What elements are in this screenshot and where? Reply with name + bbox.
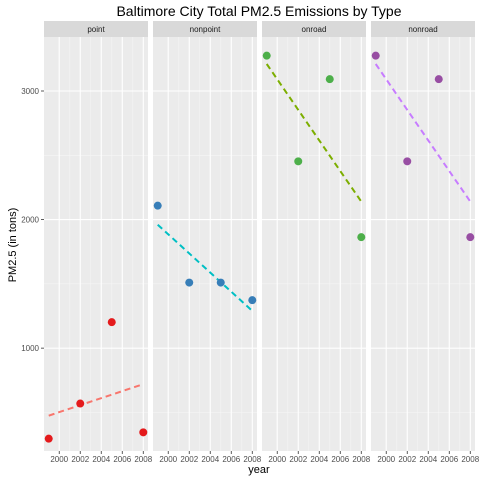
x-tick-label: 2000: [268, 455, 286, 464]
data-point-nonroad: [434, 75, 443, 84]
strip-nonpoint: [153, 21, 257, 37]
data-point-point: [139, 428, 148, 437]
x-tick-label: 2002: [180, 455, 198, 464]
panel-background: [44, 37, 148, 451]
data-point-nonpoint: [216, 278, 225, 287]
x-tick-label: 2000: [159, 455, 177, 464]
data-point-onroad: [262, 51, 271, 60]
strip-onroad: [262, 21, 366, 37]
y-axis-title: PM2.5 (in tons): [7, 208, 19, 283]
strip-label-onroad: onroad: [302, 25, 327, 34]
strip-nonroad: [371, 21, 475, 37]
data-point-nonroad: [403, 157, 412, 166]
panel-background: [262, 37, 366, 451]
x-tick-label: 2006: [222, 455, 240, 464]
x-tick-label: 2000: [377, 455, 395, 464]
x-tick-label: 2002: [289, 455, 307, 464]
y-tick-label: 3000: [21, 87, 39, 96]
trend-line-onroad: [265, 63, 363, 203]
strip-label-nonroad: nonroad: [408, 25, 437, 34]
trend-line-nonpoint: [157, 223, 253, 312]
strip-label-nonpoint: nonpoint: [190, 25, 221, 34]
x-tick-label: 2008: [352, 455, 370, 464]
trend-line-nonroad: [374, 63, 472, 203]
chart-title: Baltimore City Total PM2.5 Emissions by …: [116, 3, 401, 19]
trend-line-point: [48, 383, 144, 417]
x-tick-label: 2004: [201, 455, 219, 464]
panel-point: point 2000 2002 2004 2006 2008: [44, 21, 153, 464]
data-point-nonpoint: [248, 296, 257, 305]
data-point-onroad: [357, 233, 366, 242]
strip-point: [44, 21, 148, 37]
data-point-point: [107, 318, 116, 327]
x-tick-label: 2002: [398, 455, 416, 464]
y-tick-label: 1000: [21, 344, 39, 353]
x-tick-label: 2008: [461, 455, 479, 464]
data-point-nonroad: [371, 51, 380, 60]
panel-nonroad: nonroad 2000 2002 2004 2006 2008: [371, 21, 480, 464]
panel-background: [371, 37, 475, 451]
x-tick-label: 2006: [113, 455, 131, 464]
x-tick-label: 2006: [440, 455, 458, 464]
data-point-point: [44, 434, 53, 443]
data-point-onroad: [325, 75, 334, 84]
panel-onroad: onroad 2000 2002 2004 2006 2008: [262, 21, 371, 464]
strip-label-point: point: [87, 25, 105, 34]
data-point-onroad: [294, 157, 303, 166]
x-axis-title: year: [248, 464, 270, 476]
x-tick-label: 2000: [50, 455, 68, 464]
x-tick-label: 2002: [71, 455, 89, 464]
panel-nonpoint: nonpoint 2000 2002 2004 2006 2008: [153, 21, 262, 464]
x-tick-label: 2008: [134, 455, 152, 464]
x-tick-label: 2004: [92, 455, 110, 464]
x-tick-label: 2006: [331, 455, 349, 464]
data-point-nonpoint: [185, 278, 194, 287]
y-axis: 1000 2000 3000: [21, 87, 44, 353]
data-point-nonpoint: [153, 201, 162, 210]
data-point-point: [76, 399, 85, 408]
y-tick-label: 2000: [21, 216, 39, 225]
x-tick-label: 2004: [310, 455, 328, 464]
data-point-nonroad: [466, 233, 475, 242]
panel-background: [153, 37, 257, 451]
x-tick-label: 2004: [419, 455, 437, 464]
x-tick-label: 2008: [243, 455, 261, 464]
